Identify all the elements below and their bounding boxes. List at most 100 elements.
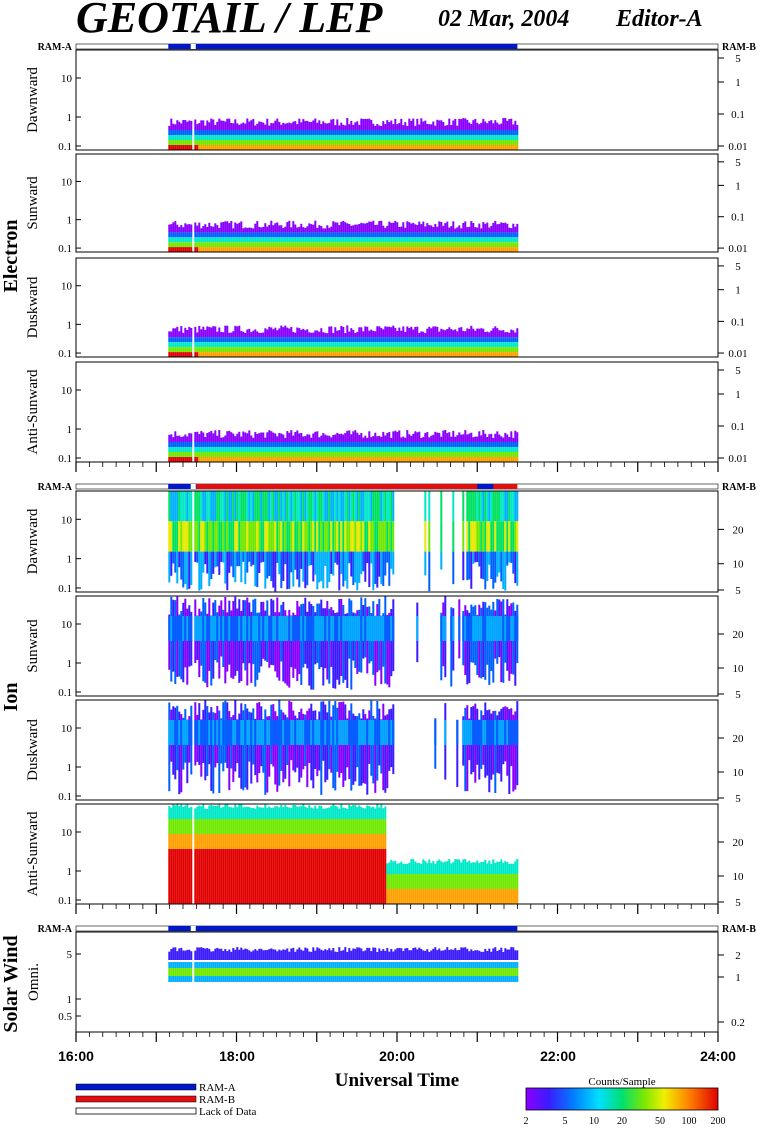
spectrum-column [398,135,401,140]
spectrum-column [450,232,453,238]
spectrum-column [444,347,447,352]
spectrum-column [310,347,313,352]
spectrum-column [212,551,215,574]
spectrum-column [280,433,283,442]
spectrum-column [356,140,359,145]
spectrum-column [220,491,223,522]
left-tick-label: 0.1 [58,453,72,465]
spectrum-column [168,491,171,522]
spectrum-column [462,457,465,462]
spectrum-column [386,140,389,145]
spectrum-column [430,457,433,462]
spectrum-column [316,452,319,457]
spectrum-column [252,521,255,552]
spectrum-column [430,242,433,248]
spectrum-column [306,337,309,343]
spectrum-column [268,521,271,552]
spectrum-column [206,135,209,140]
spectrum-column [486,337,489,343]
spectrum-column [372,436,375,442]
spectrum-column [270,352,273,357]
spectrum-column [216,140,219,145]
spectrum-column [260,452,263,457]
spectrum-column [270,491,273,522]
spectrum-column [172,135,175,140]
spectrum-column [350,447,353,452]
spectrum-column [512,457,515,462]
spectrum-column [420,145,423,150]
spectrum-column [362,437,365,442]
spectrum-column [250,247,253,252]
spectrum-column [494,447,497,452]
spectrum-column [326,232,329,238]
spectrum-column [304,347,307,352]
spectrum-column [410,140,413,145]
spectrum-column [462,242,465,248]
spectrum-column [168,551,171,583]
spectrum-column [228,711,231,791]
spectrum-column [404,135,407,140]
spectrum-column [226,849,229,904]
spectrum-column [380,720,383,745]
spectrum-column [170,352,173,357]
spectrum-column [272,342,275,348]
spectrum-column [244,123,247,130]
spectrum-column [212,119,215,130]
spectrum-column [492,247,495,252]
right-tick-label: 5 [735,53,741,65]
spectrum-column [190,237,193,243]
spectrum-column [344,242,347,248]
spectrum-column [272,247,275,252]
spectrum-column [286,123,289,130]
spectrum-column [318,521,321,552]
spectrum-column [334,327,337,338]
spectrum-column [358,124,361,130]
spectrum-column [300,521,303,552]
spectrum-column [190,616,193,641]
spectrum-column [274,120,277,130]
spectrum-column [278,834,281,849]
spectrum-column [472,130,475,135]
spectrum-column [250,834,253,849]
spectrum-column [186,521,189,552]
spectrum-column [292,452,295,457]
spectrum-column [466,616,469,641]
spectrum-column [320,435,323,442]
spectrum-column [442,352,445,357]
spectrum-column [328,849,331,904]
spectrum-column [186,130,189,135]
spectrum-column [490,330,493,338]
spectrum-column [176,457,179,462]
spectrum-column [452,330,455,338]
spectrum-column [342,434,345,442]
spectrum-column [200,819,203,834]
spectrum-column [424,337,427,343]
spectrum-column [252,442,255,447]
spectrum-column [370,457,373,462]
spectrum-column [194,130,197,135]
spectrum-column [222,342,225,348]
spectrum-column [364,616,367,641]
spectrum-column [270,807,273,819]
spectrum-column [380,130,383,135]
spectrum-column [456,352,459,357]
spectrum-column [410,120,413,130]
spectrum-column [506,434,509,442]
spectrum-column [170,237,173,243]
spectrum-column [488,442,491,447]
spectrum-column [214,326,217,338]
spectrum-column [376,145,379,150]
spectrum-column [400,242,403,248]
spectrum-column [294,720,297,745]
spectrum-column [214,720,217,745]
spectrum-column [298,118,301,130]
spectrum-column [268,457,271,462]
spectrum-column [420,442,423,447]
spectrum-column [208,616,211,641]
spectrum-column [184,237,187,243]
panel-frame [75,153,719,253]
spectrum-column [258,242,261,248]
spectrum-column [244,447,247,452]
spectrum-column [430,124,433,130]
spectrum-column [376,242,379,248]
